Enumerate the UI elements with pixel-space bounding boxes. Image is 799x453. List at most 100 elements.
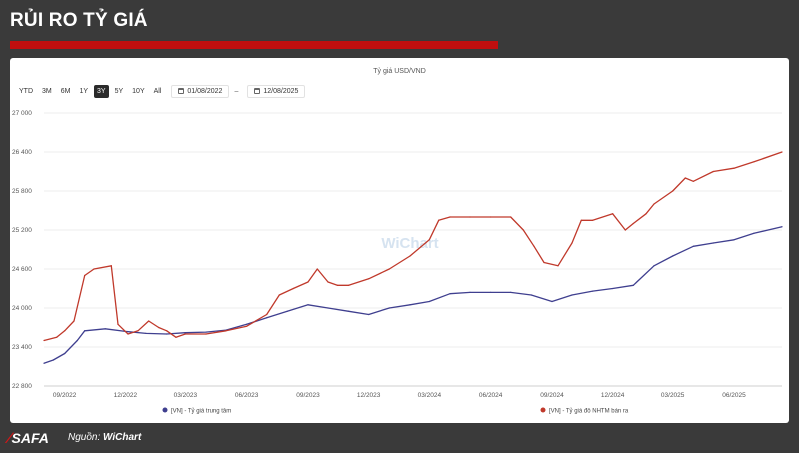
data-point xyxy=(653,203,655,205)
legend-marker xyxy=(162,407,168,413)
data-point xyxy=(327,307,329,309)
data-point xyxy=(733,239,735,241)
data-point xyxy=(148,320,150,322)
data-point xyxy=(733,167,735,169)
data-point xyxy=(571,242,573,244)
header-accent-bar xyxy=(10,41,498,49)
data-point xyxy=(449,216,451,218)
range-btn-10y[interactable]: 10Y xyxy=(132,87,145,95)
range-btn-5y[interactable]: 5Y xyxy=(114,87,124,95)
data-point xyxy=(76,339,78,342)
x-tick-label: 03/2025 xyxy=(661,392,685,399)
data-point xyxy=(428,239,430,241)
chart-panel: Tỷ giá USD/VND YTD 3M 6M 1Y 3Y 5Y 10Y Al… xyxy=(10,58,789,423)
data-point xyxy=(592,290,594,292)
data-point xyxy=(428,300,430,303)
range-btn-3y[interactable]: 3Y xyxy=(94,84,109,98)
range-btn-all[interactable]: All xyxy=(153,87,162,95)
data-point xyxy=(158,326,160,329)
data-point xyxy=(307,281,309,283)
x-tick-label: 12/2024 xyxy=(601,392,625,399)
legend-label: [VN] - Tỷ giá trung tâm xyxy=(171,407,231,414)
series-line xyxy=(43,151,783,342)
data-point xyxy=(510,216,512,218)
x-tick-label: 12/2022 xyxy=(114,392,138,399)
range-btn-3m[interactable]: 3M xyxy=(42,87,52,95)
data-point xyxy=(469,291,471,293)
x-tick-label: 09/2024 xyxy=(540,392,564,399)
data-point xyxy=(684,177,686,179)
data-point xyxy=(184,333,186,335)
data-point xyxy=(692,245,694,247)
data-point xyxy=(205,333,207,335)
data-point xyxy=(292,287,294,290)
data-point xyxy=(469,216,471,218)
data-point xyxy=(316,268,318,270)
line-chart: 22 800 23 400 24 000 24 600 25 200 25 800 26 4… xyxy=(12,110,783,414)
data-point xyxy=(175,336,177,338)
data-point xyxy=(409,255,411,257)
range-btn-1y[interactable]: 1Y xyxy=(79,87,89,95)
data-point xyxy=(64,330,66,332)
source-note: Nguồn: WiChart xyxy=(68,432,141,443)
data-point xyxy=(490,291,492,293)
data-point xyxy=(110,265,112,267)
data-point xyxy=(449,293,451,295)
watermark: WiChart xyxy=(381,235,438,252)
data-point xyxy=(712,242,714,244)
data-point xyxy=(533,245,535,247)
data-point xyxy=(43,339,45,342)
data-point xyxy=(645,213,647,215)
data-point xyxy=(84,330,86,332)
y-tick-label: 25 800 xyxy=(12,188,32,195)
data-point xyxy=(225,330,227,332)
data-point xyxy=(56,336,58,338)
data-point xyxy=(266,317,268,319)
data-point xyxy=(166,330,168,332)
data-point xyxy=(612,287,614,290)
data-point xyxy=(672,190,674,192)
date-to-field[interactable]: 12/08/2025 xyxy=(247,84,306,98)
data-point xyxy=(84,274,86,277)
data-point xyxy=(781,151,783,153)
data-point xyxy=(52,359,54,361)
x-tick-label: 09/2023 xyxy=(296,392,320,399)
data-point xyxy=(624,229,626,231)
data-point xyxy=(93,268,95,270)
data-point xyxy=(753,232,755,234)
data-point xyxy=(557,265,559,267)
data-point xyxy=(278,294,280,296)
data-point xyxy=(327,281,329,283)
legend-marker xyxy=(540,407,546,413)
range-btn-ytd[interactable]: YTD xyxy=(19,87,33,95)
data-point xyxy=(64,352,66,355)
data-point xyxy=(571,294,573,296)
data-point xyxy=(286,310,288,312)
data-point xyxy=(712,170,714,173)
x-tick-label: 03/2023 xyxy=(174,392,198,399)
calendar-icon xyxy=(178,88,185,94)
data-point xyxy=(781,226,783,228)
data-point xyxy=(632,284,634,286)
data-point xyxy=(246,323,248,325)
x-tick-label: 06/2025 xyxy=(722,392,746,399)
date-from-field[interactable]: 01/08/2022 xyxy=(171,84,230,98)
range-btn-6m[interactable]: 6M xyxy=(60,87,71,95)
y-tick-label: 27 000 xyxy=(12,110,32,117)
calendar-icon xyxy=(254,88,261,94)
range-toolbar: YTD 3M 6M 1Y 3Y 5Y 10Y All 01/08/2022 – … xyxy=(16,84,306,98)
x-tick-label: 06/2024 xyxy=(479,392,503,399)
data-point xyxy=(166,333,168,335)
data-point xyxy=(43,362,45,364)
data-point xyxy=(127,333,129,335)
data-point xyxy=(145,332,147,334)
data-point xyxy=(73,320,75,322)
data-point xyxy=(692,180,694,182)
chart-title: Tỷ giá USD/VND xyxy=(373,68,426,75)
data-point xyxy=(612,213,614,215)
data-point xyxy=(266,313,268,316)
x-tick-label: 09/2022 xyxy=(53,392,77,399)
data-point xyxy=(438,219,440,221)
source-name: WiChart xyxy=(103,432,142,443)
data-point xyxy=(104,328,106,330)
